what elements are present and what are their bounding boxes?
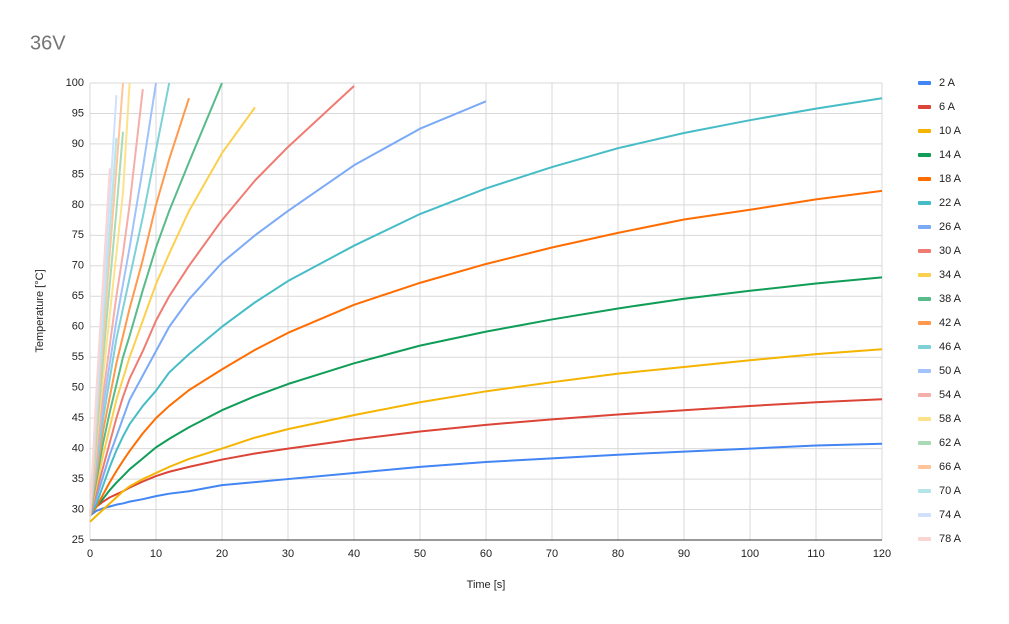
y-tick-label: 80 bbox=[72, 199, 84, 211]
legend-swatch bbox=[918, 441, 931, 445]
y-tick-label: 95 bbox=[72, 107, 84, 119]
series-line bbox=[89, 85, 355, 516]
legend-label: 38 A bbox=[939, 293, 962, 305]
y-tick-label: 60 bbox=[72, 321, 84, 333]
legend-swatch bbox=[918, 249, 931, 253]
y-tick-label: 50 bbox=[72, 382, 84, 394]
x-tick-label: 70 bbox=[546, 548, 558, 560]
x-tick-label: 110 bbox=[807, 548, 825, 560]
legend-label: 18 A bbox=[939, 173, 962, 185]
legend-swatch bbox=[918, 201, 931, 205]
legend-swatch bbox=[918, 489, 931, 493]
series-line bbox=[89, 168, 111, 516]
legend-label: 58 A bbox=[939, 413, 962, 425]
x-tick-label: 10 bbox=[150, 548, 162, 560]
legend-label: 42 A bbox=[939, 317, 962, 329]
legend-label: 78 A bbox=[939, 533, 962, 545]
legend-swatch bbox=[918, 105, 931, 109]
legend-label: 26 A bbox=[939, 221, 962, 233]
legend-label: 46 A bbox=[939, 341, 962, 353]
legend-label: 10 A bbox=[939, 125, 962, 137]
series-line bbox=[89, 189, 883, 517]
y-tick-label: 35 bbox=[72, 473, 84, 485]
x-axis-label: Time [s] bbox=[467, 579, 506, 591]
x-tick-label: 30 bbox=[282, 548, 294, 560]
legend-swatch bbox=[918, 273, 931, 277]
y-tick-label: 100 bbox=[66, 77, 84, 89]
legend-label: 70 A bbox=[939, 485, 962, 497]
y-tick-label: 30 bbox=[72, 503, 84, 515]
series-line bbox=[89, 276, 883, 517]
legend-label: 30 A bbox=[939, 245, 962, 257]
legend-swatch bbox=[918, 153, 931, 157]
y-tick-label: 75 bbox=[72, 229, 84, 241]
series-line bbox=[89, 82, 223, 516]
x-tick-label: 50 bbox=[414, 548, 426, 560]
legend-label: 2 A bbox=[939, 77, 956, 89]
y-tick-label: 40 bbox=[72, 443, 84, 455]
legend-swatch bbox=[918, 177, 931, 181]
series-line bbox=[89, 442, 883, 517]
series-line bbox=[89, 88, 144, 516]
y-tick-label: 55 bbox=[72, 351, 84, 363]
series-line bbox=[89, 97, 190, 516]
series-line bbox=[89, 97, 883, 517]
legend-swatch bbox=[918, 465, 931, 469]
legend-swatch bbox=[918, 369, 931, 373]
x-tick-label: 120 bbox=[873, 548, 891, 560]
legend-swatch bbox=[918, 345, 931, 349]
x-tick-label: 60 bbox=[480, 548, 492, 560]
legend-swatch bbox=[918, 537, 931, 541]
series-line bbox=[89, 106, 256, 516]
chart-title: 36V bbox=[30, 32, 66, 54]
y-tick-label: 45 bbox=[72, 412, 84, 424]
x-tick-label: 20 bbox=[216, 548, 228, 560]
legend-swatch bbox=[918, 297, 931, 301]
legend-label: 22 A bbox=[939, 197, 962, 209]
legend-label: 62 A bbox=[939, 437, 962, 449]
legend-label: 6 A bbox=[939, 101, 956, 113]
y-tick-label: 65 bbox=[72, 290, 84, 302]
legend-label: 54 A bbox=[939, 389, 962, 401]
series-line bbox=[89, 100, 487, 516]
x-tick-label: 0 bbox=[87, 548, 93, 560]
legend-swatch bbox=[918, 321, 931, 325]
legend-swatch bbox=[918, 417, 931, 421]
x-tick-label: 90 bbox=[678, 548, 690, 560]
series-line bbox=[89, 348, 883, 523]
y-tick-label: 90 bbox=[72, 138, 84, 150]
series-line bbox=[89, 398, 883, 517]
y-tick-label: 25 bbox=[72, 534, 84, 546]
legend-swatch bbox=[918, 129, 931, 133]
x-tick-label: 40 bbox=[348, 548, 360, 560]
legend-swatch bbox=[918, 225, 931, 229]
legend-label: 34 A bbox=[939, 269, 962, 281]
y-axis-label: Temperature [°C] bbox=[34, 269, 46, 352]
legend-swatch bbox=[918, 81, 931, 85]
legend-swatch bbox=[918, 393, 931, 397]
series-line bbox=[89, 82, 171, 516]
y-tick-label: 70 bbox=[72, 260, 84, 272]
x-tick-label: 100 bbox=[741, 548, 759, 560]
legend-label: 74 A bbox=[939, 509, 962, 521]
y-tick-label: 85 bbox=[72, 168, 84, 180]
x-tick-label: 80 bbox=[612, 548, 624, 560]
legend-label: 66 A bbox=[939, 461, 962, 473]
legend-swatch bbox=[918, 513, 931, 517]
legend-label: 50 A bbox=[939, 365, 962, 377]
legend-label: 14 A bbox=[939, 149, 962, 161]
